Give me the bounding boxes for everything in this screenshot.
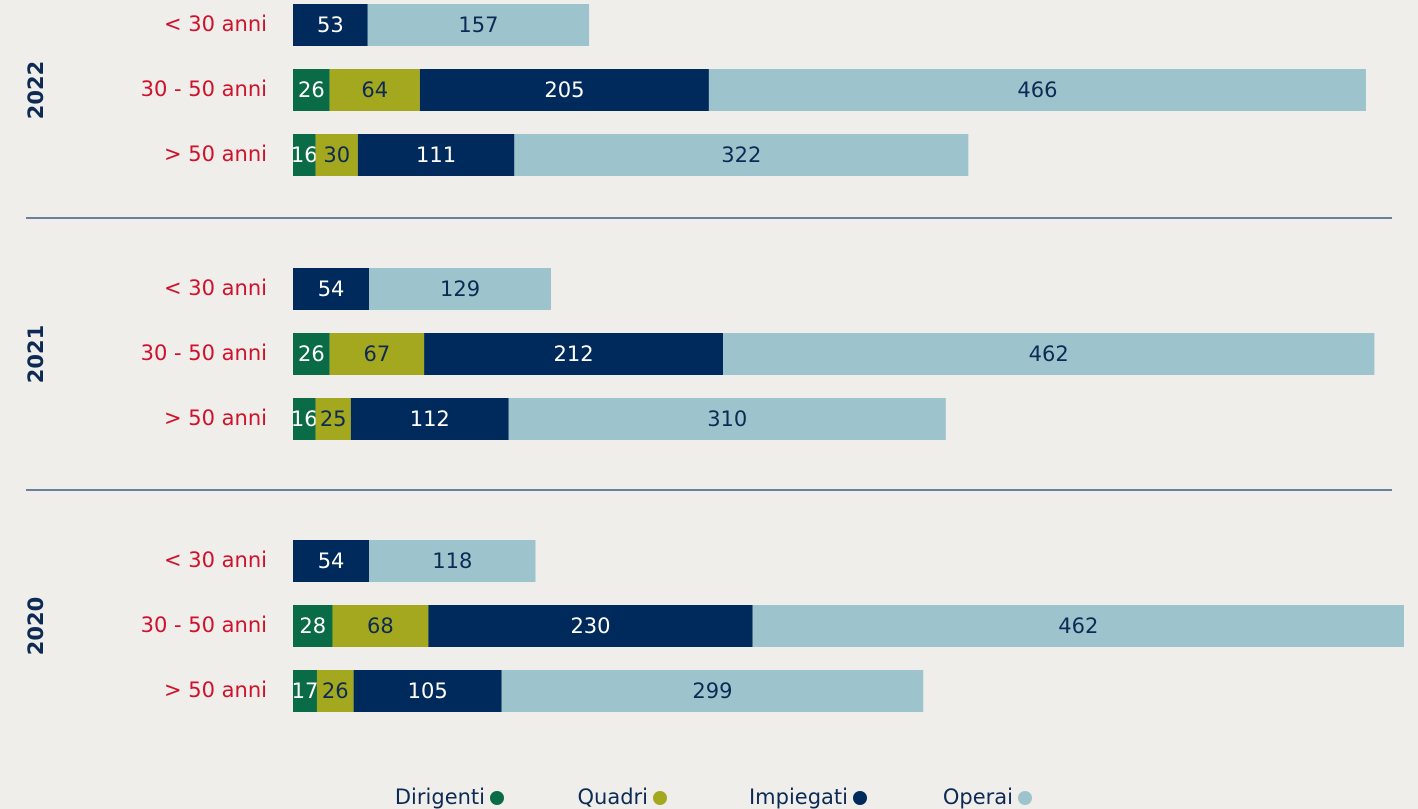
value-label: 466	[1017, 78, 1057, 102]
bar-segment	[329, 333, 425, 375]
bar-segment	[329, 69, 420, 111]
bar-segment	[369, 268, 552, 310]
value-label: 462	[1058, 614, 1098, 638]
year-label: 2022	[24, 61, 48, 119]
legend-dot	[853, 791, 867, 805]
bar-segment	[293, 268, 370, 310]
bar-segment	[353, 670, 502, 712]
bar-segment	[501, 670, 924, 712]
category-label: < 30 anni	[164, 12, 267, 36]
bar-segment	[293, 670, 317, 712]
value-label: 111	[416, 143, 456, 167]
category-label: > 50 anni	[164, 406, 267, 430]
bar-segment	[424, 333, 724, 375]
bar-segment	[316, 670, 354, 712]
bar-segment	[369, 540, 536, 582]
bar-segment	[723, 333, 1375, 375]
legend-label: Dirigenti	[395, 785, 485, 809]
value-label: 322	[721, 143, 761, 167]
value-label: 205	[544, 78, 584, 102]
value-label: 105	[408, 679, 448, 703]
bar-segment	[508, 398, 946, 440]
category-label: > 50 anni	[164, 678, 267, 702]
category-label: 30 - 50 anni	[141, 613, 267, 637]
bar-segment	[428, 605, 753, 647]
bar-segment	[293, 333, 330, 375]
value-label: 26	[298, 342, 325, 366]
value-label: 129	[440, 277, 480, 301]
bar-segment	[293, 605, 333, 647]
bar-segment	[367, 4, 590, 46]
category-label: < 30 anni	[164, 276, 267, 300]
bar-segment	[293, 398, 316, 440]
bar-segment	[332, 605, 429, 647]
bar-segment	[315, 134, 358, 176]
value-label: 67	[364, 342, 391, 366]
bar-segment	[315, 398, 351, 440]
bar-segment	[357, 134, 515, 176]
bar-segment	[293, 69, 330, 111]
value-label: 462	[1029, 342, 1069, 366]
value-label: 16	[291, 407, 318, 431]
bar-segment	[752, 605, 1404, 647]
value-label: 157	[458, 13, 498, 37]
value-label: 64	[361, 78, 388, 102]
bar-segment	[419, 69, 709, 111]
legend-dot	[490, 791, 504, 805]
bar-segment	[293, 4, 368, 46]
value-label: 299	[692, 679, 732, 703]
value-label: 212	[554, 342, 594, 366]
value-label: 68	[367, 614, 394, 638]
value-label: 28	[299, 614, 326, 638]
value-label: 26	[298, 78, 325, 102]
value-label: 54	[318, 277, 345, 301]
value-label: 16	[291, 143, 318, 167]
value-label: 26	[322, 679, 349, 703]
category-label: 30 - 50 anni	[141, 341, 267, 365]
value-label: 230	[570, 614, 610, 638]
value-label: 17	[292, 679, 319, 703]
year-label: 2021	[24, 325, 48, 383]
legend-dot	[653, 791, 667, 805]
legend-dot	[1018, 791, 1032, 805]
value-label: 118	[432, 549, 472, 573]
value-label: 54	[318, 549, 345, 573]
bar-segment	[293, 540, 370, 582]
value-label: 112	[410, 407, 450, 431]
value-label: 30	[323, 143, 350, 167]
bar-segment	[708, 69, 1366, 111]
legend-label: Operai	[943, 785, 1013, 809]
year-label: 2020	[24, 597, 48, 655]
bar-segment	[514, 134, 969, 176]
value-label: 53	[317, 13, 344, 37]
category-label: < 30 anni	[164, 548, 267, 572]
bar-segment	[350, 398, 509, 440]
value-label: 310	[707, 407, 747, 431]
legend-label: Quadri	[577, 785, 648, 809]
category-label: > 50 anni	[164, 142, 267, 166]
legend-label: Impiegati	[749, 785, 848, 809]
value-label: 25	[320, 407, 347, 431]
bar-segment	[293, 134, 316, 176]
category-label: 30 - 50 anni	[141, 77, 267, 101]
